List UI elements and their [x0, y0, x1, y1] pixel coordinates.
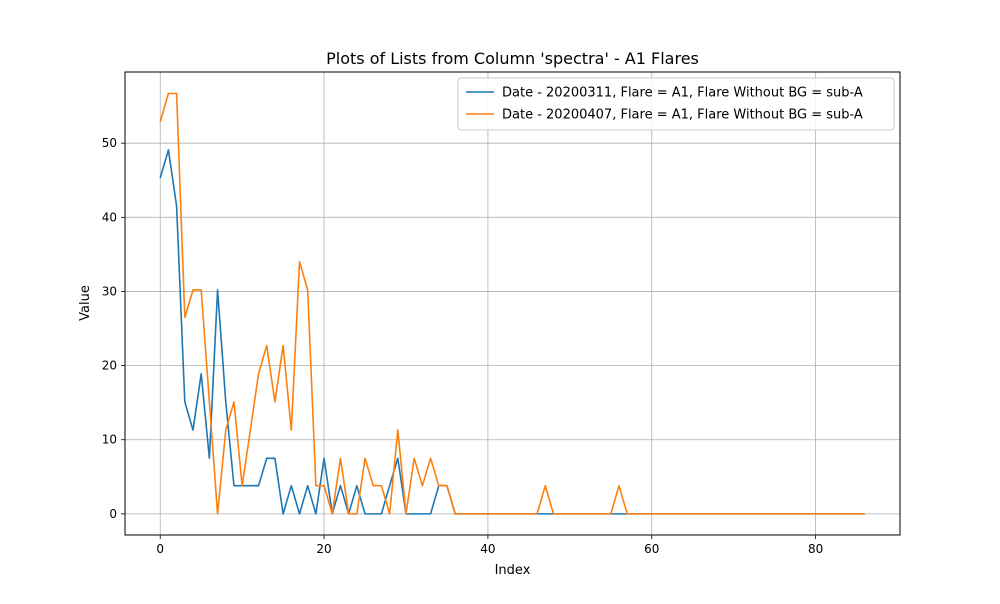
x-tick-label: 40: [480, 542, 495, 556]
legend-box: [457, 77, 895, 131]
x-tick-label: 80: [808, 542, 823, 556]
legend-label-2: Date - 20200407, Flare = A1, Flare Witho…: [502, 108, 863, 123]
y-tick-label: 0: [109, 507, 117, 521]
tick-layer: 0 20 40 60 80 0 10 20 30 40 50: [102, 136, 824, 556]
plot-frame: [124, 71, 901, 536]
y-tick-label: 50: [102, 136, 117, 150]
x-tick-label: 20: [316, 542, 331, 556]
series-line-1: [159, 149, 865, 515]
chart-title: Plots of Lists from Column 'spectra' - A…: [326, 49, 699, 68]
legend-label-1: Date - 20200311, Flare = A1, Flare Witho…: [502, 86, 863, 101]
x-tick-label: 60: [644, 542, 659, 556]
series-layer: [159, 92, 865, 515]
x-tick-label: 0: [156, 542, 164, 556]
y-axis-label: Value: [78, 285, 93, 321]
y-tick-label: 30: [102, 284, 117, 298]
grid-layer: [125, 72, 900, 535]
y-tick-label: 40: [102, 210, 117, 224]
legend: Date - 20200311, Flare = A1, Flare Witho…: [457, 77, 895, 131]
y-tick-label: 10: [102, 433, 117, 447]
x-axis-label: Index: [495, 563, 531, 578]
series-line-2: [159, 92, 865, 515]
y-tick-label: 20: [102, 359, 117, 373]
